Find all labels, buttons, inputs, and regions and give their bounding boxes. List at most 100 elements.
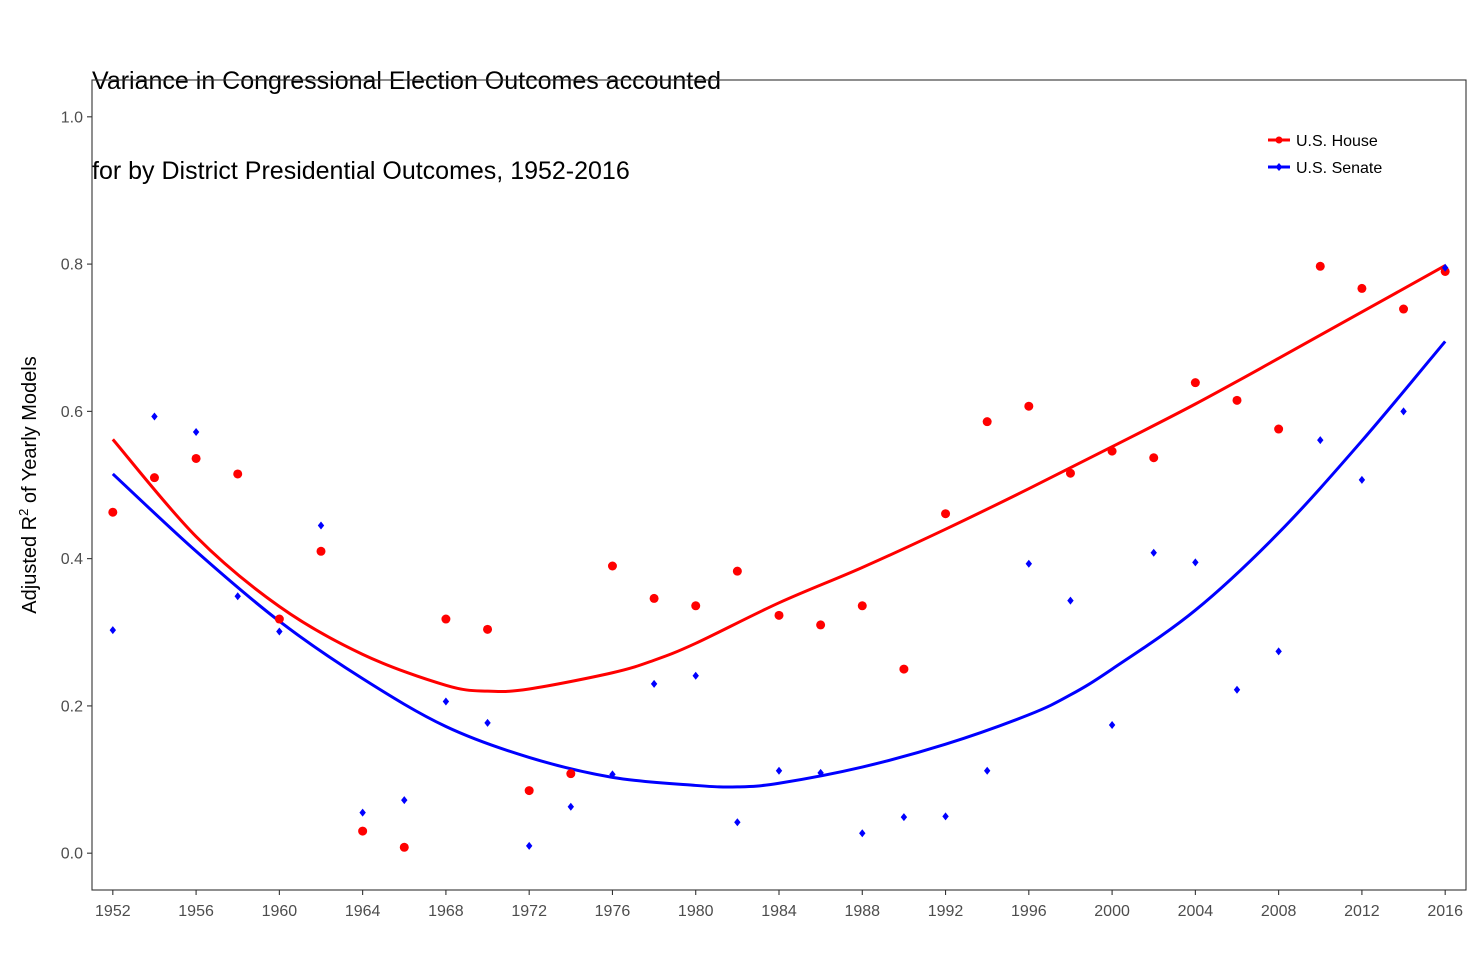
point-senate	[859, 829, 866, 838]
point-house	[816, 620, 826, 630]
y-axis-label-suffix: of Yearly Models	[19, 356, 41, 508]
point-house	[566, 769, 576, 779]
point-senate	[525, 841, 533, 850]
smooth-line-senate	[111, 340, 1447, 789]
y-tick-label: 0.8	[61, 257, 83, 274]
smooth-lines	[111, 264, 1447, 789]
point-senate	[1317, 436, 1324, 445]
legend-item-house: U.S. House	[1268, 133, 1378, 150]
x-tick-label: 1952	[95, 903, 131, 920]
point-house	[899, 664, 909, 674]
data-points	[108, 261, 1450, 852]
point-senate	[109, 626, 117, 635]
point-house	[941, 509, 951, 519]
chart-title-line-2: for by District Presidential Outcomes, 1…	[92, 157, 630, 185]
point-senate	[1233, 685, 1241, 694]
point-house	[483, 624, 493, 634]
smooth-line-house	[111, 264, 1446, 694]
point-house	[1065, 468, 1075, 478]
x-tick-label: 2016	[1427, 903, 1463, 920]
point-house	[1274, 424, 1284, 434]
y-axis-label-prefix: Adjusted R	[19, 516, 41, 614]
legend-house-label: U.S. House	[1296, 133, 1378, 150]
x-tick-label: 1984	[761, 903, 797, 920]
x-tick-label: 1960	[262, 903, 298, 920]
x-tick-label: 1988	[844, 903, 880, 920]
point-senate	[900, 813, 908, 822]
y-axis-label: Adjusted R2 of Yearly Models	[16, 356, 41, 613]
point-senate	[1150, 548, 1157, 557]
x-tick-label: 2004	[1178, 903, 1214, 920]
point-house	[108, 507, 118, 517]
y-axis-label-superscript: 2	[16, 509, 31, 516]
point-house	[691, 601, 701, 611]
x-axis: 1952 1956 1960 1964 1968 1972 1976 1980 1984 1988…	[95, 890, 1463, 920]
point-senate	[775, 766, 783, 775]
point-house	[1107, 446, 1117, 456]
point-house	[982, 417, 992, 427]
point-senate	[609, 770, 616, 779]
point-senate	[234, 592, 241, 601]
point-senate	[151, 412, 158, 421]
y-tick-label: 0.2	[61, 698, 83, 715]
point-house	[524, 786, 534, 796]
chart-title: Variance in Congressional Election Outco…	[92, 6, 721, 246]
point-senate	[734, 818, 741, 827]
point-senate	[401, 796, 408, 805]
point-senate	[692, 671, 699, 680]
point-house	[274, 614, 284, 624]
point-senate	[484, 718, 491, 727]
point-senate	[317, 521, 325, 530]
point-house	[441, 614, 451, 624]
point-house	[774, 610, 784, 620]
point-senate	[1025, 559, 1033, 568]
point-senate	[1108, 721, 1116, 730]
legend-senate-swatch-marker	[1275, 163, 1283, 171]
point-senate	[567, 802, 575, 811]
point-senate	[1067, 596, 1074, 605]
x-tick-label: 2008	[1261, 903, 1297, 920]
y-tick-label: 0.4	[61, 551, 83, 568]
point-house	[857, 601, 867, 611]
y-axis: 0.0 0.2 0.4 0.6 0.8 1.0	[61, 109, 92, 863]
point-house	[358, 826, 368, 836]
x-tick-label: 1964	[345, 903, 381, 920]
point-senate	[1192, 558, 1199, 567]
point-house	[607, 561, 617, 571]
point-senate	[276, 627, 283, 636]
legend-item-senate: U.S. Senate	[1268, 160, 1382, 177]
point-senate	[650, 679, 658, 688]
point-house	[649, 593, 659, 603]
y-tick-label: 0.0	[61, 846, 83, 863]
y-tick-label: 1.0	[61, 109, 83, 126]
point-house	[1190, 378, 1200, 388]
point-house	[233, 469, 243, 479]
point-senate	[942, 812, 949, 821]
x-tick-label: 2012	[1344, 903, 1380, 920]
point-senate	[817, 768, 824, 777]
x-tick-label: 1976	[595, 903, 631, 920]
point-senate	[1441, 263, 1449, 272]
x-tick-label: 1980	[678, 903, 714, 920]
x-tick-label: 1992	[928, 903, 964, 920]
point-senate	[983, 766, 991, 775]
point-senate	[359, 808, 366, 817]
x-tick-label: 1956	[178, 903, 214, 920]
point-house	[1149, 453, 1159, 463]
point-senate	[1358, 475, 1366, 484]
point-house	[732, 566, 742, 576]
point-house	[1357, 283, 1367, 293]
x-tick-label: 2000	[1094, 903, 1130, 920]
x-tick-label: 1968	[428, 903, 464, 920]
point-house	[316, 546, 326, 556]
point-senate	[192, 427, 200, 436]
point-senate	[1400, 407, 1407, 416]
point-house	[1399, 304, 1409, 314]
legend: U.S. House U.S. Senate	[1268, 133, 1382, 177]
chart-title-line-1: Variance in Congressional Election Outco…	[92, 67, 722, 95]
point-senate	[1275, 647, 1282, 656]
point-house	[1024, 401, 1034, 411]
x-tick-label: 1972	[511, 903, 547, 920]
